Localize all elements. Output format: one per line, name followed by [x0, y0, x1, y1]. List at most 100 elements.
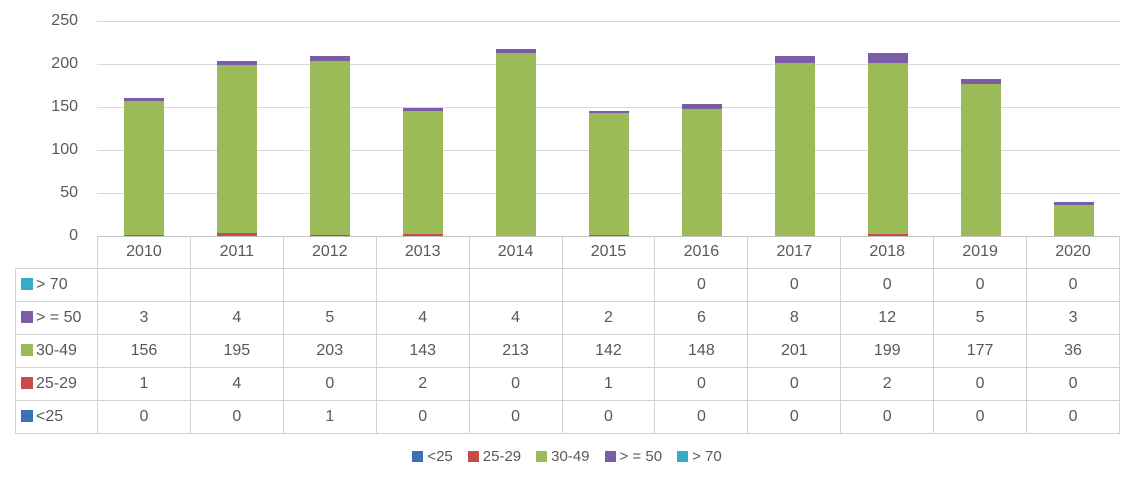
table-value-cell: 2 — [840, 367, 935, 401]
bar-segment-> = 50 — [216, 61, 257, 65]
table-value-cell: 203 — [282, 334, 377, 368]
table-value-cell: 199 — [840, 334, 935, 368]
table-row: 25-29 1 4 0 2 0 1 0 0 2 0 0 — [15, 367, 1120, 401]
gridline — [97, 21, 1120, 22]
table-value-cell: 4 — [189, 301, 284, 335]
bar-column-2016 — [655, 21, 748, 236]
legend-item: > 70 — [677, 448, 722, 465]
bar-segment-> = 50 — [123, 98, 164, 101]
table-value-cell: 0 — [97, 400, 191, 434]
table-value-cell: 0 — [933, 367, 1028, 401]
table-value-cell: 5 — [282, 301, 377, 335]
table-corner-cell — [16, 236, 98, 269]
table-value-cell — [375, 268, 470, 302]
table-value-cell: 195 — [189, 334, 284, 368]
series-color-chip — [21, 278, 33, 290]
bar-column-2015 — [562, 21, 655, 236]
stacked-bar-2018 — [867, 21, 908, 236]
year-header-2017: 2017 — [747, 236, 842, 269]
table-value-cell: 5 — [933, 301, 1028, 335]
table-value-cell: 156 — [97, 334, 191, 368]
legend-label: > = 50 — [619, 447, 663, 465]
table-header-row: 2010 2011 2012 2013 2014 2015 2016 2017 2018 2019… — [16, 236, 1120, 269]
year-header-2010: 2010 — [97, 236, 191, 269]
legend-item: 30-49 — [536, 448, 590, 465]
table-value-cell: 0 — [189, 400, 284, 434]
table-value-cell: 0 — [933, 268, 1028, 302]
table-value-cell: 8 — [747, 301, 842, 335]
table-value-cell: 148 — [654, 334, 749, 368]
table-value-cell: 3 — [1026, 301, 1120, 335]
bar-column-2014 — [469, 21, 562, 236]
table-value-cell: 36 — [1026, 334, 1120, 368]
legend-label: <25 — [427, 447, 453, 465]
table-value-cell: 0 — [840, 400, 935, 434]
table-value-cell: 0 — [747, 268, 842, 302]
stacked-bar-2012 — [309, 21, 350, 236]
year-header-2015: 2015 — [561, 236, 656, 269]
gridline — [97, 107, 1120, 108]
table-value-cell: 0 — [468, 367, 563, 401]
table-value-cell: 0 — [468, 400, 563, 434]
y-axis-tick-label: 0 — [69, 227, 78, 244]
y-axis-tick-label: 100 — [51, 141, 78, 158]
bar-segment-25-29 — [216, 232, 257, 236]
table-value-cell: 2 — [375, 367, 470, 401]
stacked-bar-2017 — [774, 21, 815, 236]
table-value-cell: 12 — [840, 301, 935, 335]
table-value-cell — [561, 268, 656, 302]
bar-column-2017 — [748, 21, 841, 236]
table-value-cell: 0 — [840, 268, 935, 302]
bar-segment-25-29 — [123, 235, 164, 236]
stacked-bar-2011 — [216, 21, 257, 236]
bar-segment-30-49 — [123, 100, 164, 236]
bar-column-2020 — [1027, 21, 1120, 236]
table-value-cell: 2 — [561, 301, 656, 335]
year-header-2019: 2019 — [933, 236, 1028, 269]
year-header-2011: 2011 — [189, 236, 284, 269]
bar-segment-25-29 — [867, 234, 908, 236]
table-value-cell — [282, 268, 377, 302]
table-value-cell: 0 — [1026, 400, 1120, 434]
year-header-2014: 2014 — [468, 236, 563, 269]
bar-segment-30-49 — [309, 60, 350, 236]
row-label-cell: 30-49 — [15, 334, 98, 368]
legend-label: > 70 — [692, 447, 722, 465]
y-axis-tick-label: 150 — [51, 98, 78, 115]
table-value-cell: 0 — [747, 400, 842, 434]
series-color-chip — [21, 311, 33, 323]
table-row: <25 0 0 1 0 0 0 0 0 0 0 0 — [15, 400, 1120, 434]
table-value-cell: 142 — [561, 334, 656, 368]
row-label-cell: > 70 — [15, 268, 98, 302]
bar-column-2010 — [97, 21, 190, 236]
table-value-cell: 6 — [654, 301, 749, 335]
bar-column-2018 — [841, 21, 934, 236]
bar-segment-> = 50 — [960, 79, 1001, 84]
table-value-cell: 4 — [189, 367, 284, 401]
table-value-cell: 177 — [933, 334, 1028, 368]
table-row: > = 50 3 4 5 4 4 2 6 8 12 5 3 — [15, 301, 1120, 335]
legend-item: 25-29 — [467, 448, 521, 465]
legend-item: > = 50 — [604, 447, 663, 465]
bar-segment-30-49 — [216, 64, 257, 233]
bar-segment-> = 50 — [495, 49, 536, 53]
table-value-cell: 0 — [654, 367, 749, 401]
bar-segment-> = 50 — [681, 103, 722, 109]
table-value-cell: 201 — [747, 334, 842, 368]
table-value-cell: 0 — [282, 367, 377, 401]
table-value-cell: 0 — [375, 400, 470, 434]
table-value-cell: 4 — [468, 301, 563, 335]
stacked-bar-2014 — [495, 21, 536, 236]
table-value-cell: 0 — [654, 400, 749, 434]
table-value-cell: 0 — [933, 400, 1028, 434]
bar-segment-30-49 — [960, 83, 1001, 236]
series-color-chip — [21, 377, 33, 389]
table-value-cell: 0 — [747, 367, 842, 401]
table-value-cell: 0 — [1026, 367, 1120, 401]
stacked-bar-2016 — [681, 21, 722, 236]
bar-segment-30-49 — [867, 63, 908, 235]
table-value-cell: 143 — [375, 334, 470, 368]
table-value-cell: 3 — [97, 301, 191, 335]
year-header-2020: 2020 — [1026, 236, 1120, 269]
table-value-cell: 1 — [561, 367, 656, 401]
